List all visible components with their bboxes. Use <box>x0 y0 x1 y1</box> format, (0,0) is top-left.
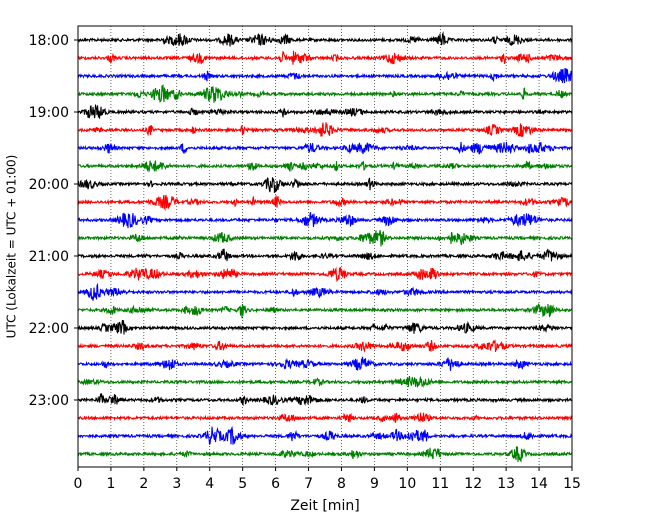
x-tick-label: 0 <box>74 476 83 492</box>
x-tick-label: 2 <box>139 476 148 492</box>
seismic-traces <box>77 31 573 463</box>
trace-2330 <box>77 425 573 445</box>
trace-2345 <box>77 446 573 463</box>
x-tick-label: 11 <box>431 476 449 492</box>
x-tick-label: 1 <box>106 476 115 492</box>
trace-2045 <box>77 229 573 247</box>
x-tick-label: 12 <box>464 476 482 492</box>
y-tick-label: 21:00 <box>29 249 69 265</box>
y-axis-label: UTC (Lokalzeit = UTC + 01:00) <box>5 155 19 339</box>
trace-2315 <box>77 412 573 424</box>
trace-1945 <box>77 160 573 173</box>
trace-2015 <box>77 194 573 212</box>
trace-2100 <box>77 248 573 262</box>
y-tick-label: 20:00 <box>29 177 69 193</box>
x-tick-label: 7 <box>304 476 313 492</box>
trace-2030 <box>77 212 573 229</box>
trace-2200 <box>77 320 573 335</box>
trace-2245 <box>77 375 573 389</box>
trace-2230 <box>77 356 573 371</box>
x-tick-label: 15 <box>563 476 581 492</box>
y-axis-ticks: 18:00 19:00 20:00 21:00 22:00 23:00 <box>29 33 78 409</box>
x-tick-label: 14 <box>530 476 548 492</box>
y-tick-label: 23:00 <box>29 393 69 409</box>
trace-2215 <box>77 339 573 353</box>
trace-2130 <box>77 282 573 301</box>
y-tick-label: 18:00 <box>29 33 69 49</box>
x-axis-ticks: 0 1 2 3 4 5 6 7 8 9 10 11 12 13 14 15 <box>74 467 581 492</box>
x-tick-label: 9 <box>370 476 379 492</box>
x-tick-label: 5 <box>238 476 247 492</box>
trace-1845 <box>77 84 573 103</box>
x-tick-label: 8 <box>337 476 346 492</box>
trace-1830 <box>77 68 573 84</box>
x-tick-label: 10 <box>398 476 416 492</box>
trace-1930 <box>77 141 573 155</box>
trace-1815 <box>77 50 573 65</box>
trace-2300 <box>77 392 573 407</box>
trace-1915 <box>77 122 573 138</box>
x-axis-label: Zeit [min] <box>290 498 359 514</box>
trace-1900 <box>77 104 573 119</box>
x-tick-label: 6 <box>271 476 280 492</box>
x-tick-label: 13 <box>497 476 515 492</box>
trace-2145 <box>77 302 573 319</box>
x-tick-label: 3 <box>172 476 181 492</box>
plot-frame <box>77 25 573 468</box>
x-tick-label: 4 <box>205 476 214 492</box>
trace-2115 <box>77 266 573 283</box>
trace-2000 <box>77 177 573 193</box>
trace-1800 <box>77 31 573 47</box>
y-tick-label: 19:00 <box>29 105 69 121</box>
y-tick-label: 22:00 <box>29 321 69 337</box>
